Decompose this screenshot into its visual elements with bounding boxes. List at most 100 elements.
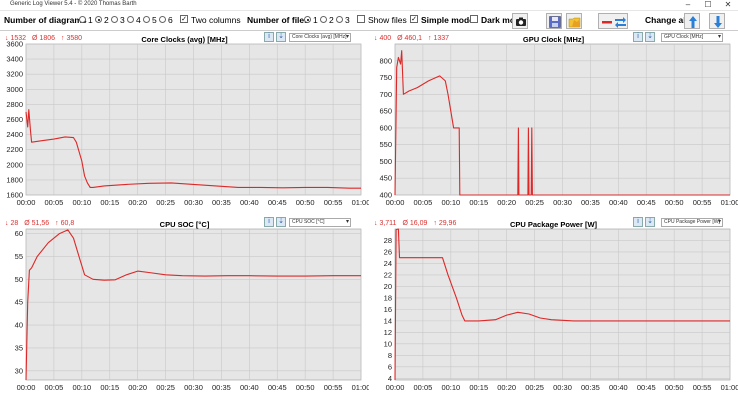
- chart-gpu-clock: 400 450 500 550 600 650 700 750 800 00:00 00:05 00:…: [379, 43, 738, 207]
- info-button[interactable]: i: [264, 32, 274, 42]
- maximize-button[interactable]: ☐: [704, 0, 712, 9]
- series-line: [394, 50, 730, 196]
- y-tick-label: 20: [384, 282, 392, 291]
- x-tick-label: 00:05: [414, 383, 433, 392]
- chart-cpu-package-power: 4 6 8 10 12 14 16 18 20 22 24 26 28 00:00 00:05 00:10 00…: [384, 228, 738, 392]
- y-tick-label: 55: [15, 252, 23, 261]
- x-tick-label: 01:00: [352, 198, 371, 207]
- x-tick-label: 00:05: [45, 383, 64, 392]
- y-tick-label: 450: [379, 174, 392, 183]
- file-option-label: 1: [313, 15, 318, 25]
- x-tick-label: 00:00: [386, 383, 405, 392]
- series-select[interactable]: Core Clocks (avg) [MHz]: [289, 33, 351, 42]
- x-tick-label: 00:25: [525, 198, 544, 207]
- diagram-radio-2[interactable]: [95, 16, 102, 23]
- diagram-radio-4[interactable]: [127, 16, 134, 23]
- chart-panel-core-clocks: ↓ 1532 Ø 1806 ↑ 3580 Core Clocks (avg) [MH…: [0, 31, 371, 213]
- diagram-radio-3[interactable]: [111, 16, 118, 23]
- close-button[interactable]: ✕: [724, 0, 732, 9]
- x-tick-label: 00:15: [100, 383, 119, 392]
- chart-title: CPU SOC [°C]: [159, 220, 210, 229]
- x-tick-label: 00:55: [693, 198, 712, 207]
- x-tick-label: 00:50: [296, 383, 315, 392]
- chart-stats: ↓ 1532 Ø 1806 ↑ 3580: [5, 35, 83, 42]
- save-button[interactable]: [546, 13, 562, 29]
- x-tick-label: 00:30: [553, 383, 572, 392]
- dark-mode-checkbox[interactable]: [470, 15, 478, 23]
- y-tick-label: 600: [379, 123, 392, 132]
- chart-title: GPU Clock [MHz]: [522, 35, 585, 44]
- file-option-label: 3: [345, 15, 350, 25]
- download-button[interactable]: ⇣: [276, 32, 286, 42]
- download-button[interactable]: ⇣: [276, 217, 286, 227]
- y-tick-label: 10: [384, 339, 392, 348]
- x-tick-label: 01:00: [721, 383, 738, 392]
- y-tick-label: 750: [379, 73, 392, 82]
- x-tick-label: 00:20: [128, 383, 147, 392]
- open-button[interactable]: [566, 13, 582, 29]
- x-tick-label: 00:00: [17, 383, 36, 392]
- y-tick-label: 400: [379, 191, 392, 200]
- x-tick-label: 00:25: [525, 383, 544, 392]
- x-tick-label: 00:55: [693, 383, 712, 392]
- x-tick-label: 00:25: [156, 198, 175, 207]
- series-select[interactable]: CPU SOC [°C]: [289, 218, 351, 227]
- simple-mode-checkbox[interactable]: ✓: [410, 15, 418, 23]
- file-radio-3[interactable]: [336, 16, 343, 23]
- two-columns-checkbox[interactable]: ✓: [180, 15, 188, 23]
- series-select[interactable]: CPU Package Power [W]: [661, 218, 723, 227]
- y-tick-label: 2200: [6, 145, 23, 154]
- x-tick-label: 00:20: [497, 383, 516, 392]
- y-tick-label: 500: [379, 157, 392, 166]
- x-tick-label: 00:40: [609, 383, 628, 392]
- save-icon: [549, 16, 561, 28]
- x-tick-label: 00:35: [212, 198, 231, 207]
- series-select[interactable]: GPU Clock [MHz]: [661, 33, 723, 42]
- y-tick-label: 8: [388, 351, 392, 360]
- y-tick-label: 40: [15, 321, 23, 330]
- file-option-label: 2: [329, 15, 334, 25]
- download-button[interactable]: ⇣: [645, 217, 655, 227]
- file-radio-1[interactable]: [304, 16, 311, 23]
- download-button[interactable]: ⇣: [645, 32, 655, 42]
- x-tick-label: 00:05: [414, 198, 433, 207]
- chart-cpu-soc: 30 35 40 45 50 55 60 00:00 00:05 00:10 00:15 00:20 0…: [15, 228, 371, 392]
- x-tick-label: 00:00: [17, 198, 36, 207]
- y-tick-label: 6: [388, 362, 392, 371]
- swap-button[interactable]: [598, 13, 628, 29]
- info-button[interactable]: i: [633, 217, 643, 227]
- two-columns-label: Two columns: [191, 15, 241, 25]
- x-tick-label: 00:55: [324, 383, 343, 392]
- x-tick-label: 01:00: [352, 383, 371, 392]
- diagram-radio-5[interactable]: [143, 16, 150, 23]
- dark-mode-label: Dark mod: [481, 15, 521, 25]
- chart-title: Core Clocks (avg) [MHz]: [141, 35, 228, 44]
- info-button[interactable]: i: [264, 217, 274, 227]
- y-tick-label: 2600: [6, 115, 23, 124]
- minimize-button[interactable]: –: [685, 0, 691, 9]
- y-tick-label: 28: [384, 236, 392, 245]
- x-tick-label: 00:05: [45, 198, 64, 207]
- show-files-label: Show files: [368, 15, 407, 25]
- screenshot-button[interactable]: [512, 13, 528, 29]
- folder-icon: [568, 17, 581, 28]
- move-up-button[interactable]: [684, 13, 700, 29]
- title-bar: Generic Log Viewer 5.4 - © 2020 Thomas B…: [0, 0, 738, 11]
- y-tick-label: 700: [379, 90, 392, 99]
- x-tick-label: 00:35: [212, 383, 231, 392]
- diagram-option-label: 1: [88, 15, 93, 25]
- diagram-radio-1[interactable]: [79, 16, 86, 23]
- diagram-radio-6[interactable]: [159, 16, 166, 23]
- x-tick-label: 00:20: [497, 198, 516, 207]
- info-button[interactable]: i: [633, 32, 643, 42]
- camera-icon: [516, 17, 526, 26]
- file-radio-2[interactable]: [320, 16, 327, 23]
- change-all-label: Change all: [645, 15, 688, 25]
- show-files-checkbox[interactable]: [357, 15, 365, 23]
- y-tick-label: 1800: [6, 175, 23, 184]
- diagram-option-label: 5: [152, 15, 157, 25]
- y-tick-label: 16: [384, 305, 392, 314]
- move-down-button[interactable]: [709, 13, 725, 29]
- y-tick-label: 12: [384, 328, 392, 337]
- x-tick-label: 00:15: [100, 198, 119, 207]
